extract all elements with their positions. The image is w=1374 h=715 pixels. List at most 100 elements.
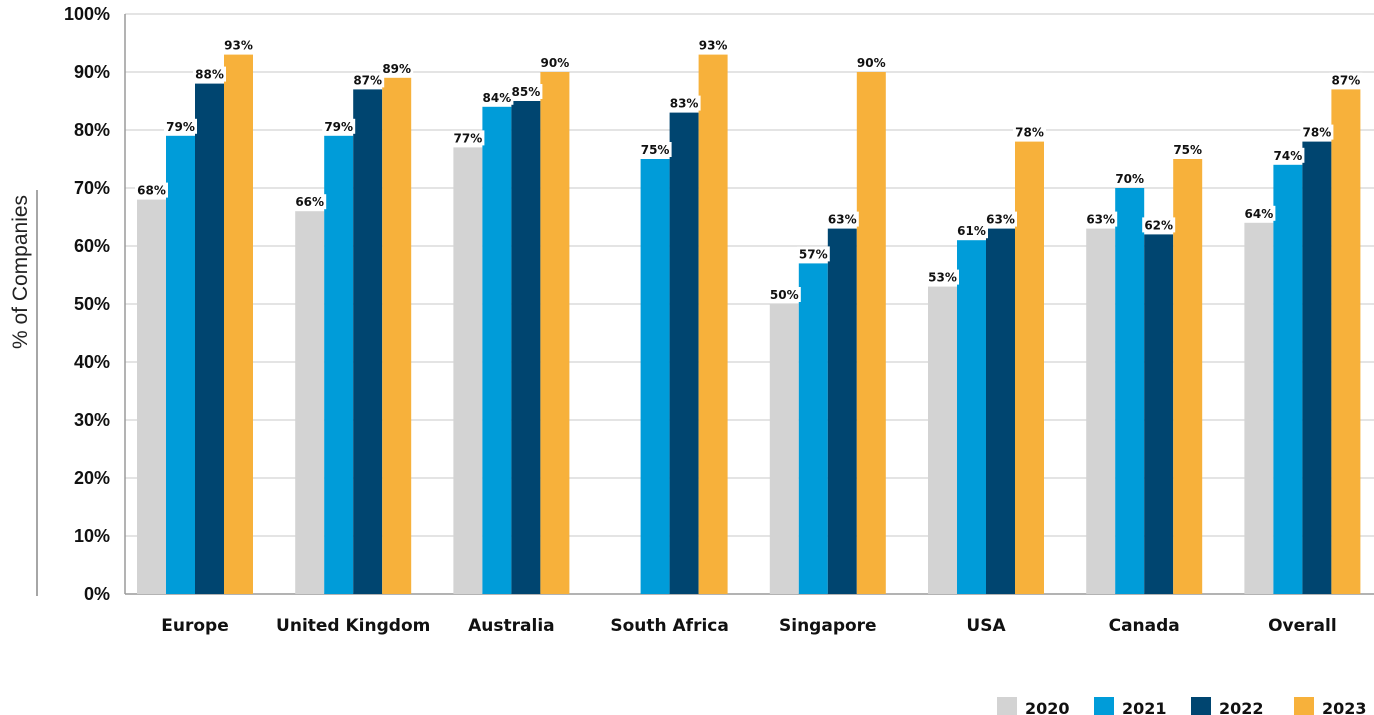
bar [137,199,166,594]
bar [195,83,224,594]
data-label-background [480,89,514,105]
data-label: 89% [382,62,411,76]
data-label-background [767,287,801,302]
data-label-background [955,223,988,239]
bar [640,159,670,594]
data-label-background [1113,171,1147,186]
data-label: 53% [928,271,957,285]
x-axis-ticks: Europe United Kingdom Australia South Afric… [161,616,1336,636]
data-label-background [984,211,1017,227]
data-label-background [1013,124,1046,140]
data-label: 93% [699,39,728,53]
bar [769,304,799,594]
x-tick-label: USA [966,616,1006,636]
bars [137,54,1361,595]
y-tick-label: 30% [74,410,110,430]
bar [1086,228,1116,594]
data-label: 68% [137,184,166,198]
bar [798,263,828,594]
bar [540,72,570,594]
data-label-background [667,95,701,111]
data-label-background [1084,211,1118,227]
data-label-background [1142,217,1176,233]
data-label: 90% [857,56,886,70]
y-tick-label: 100% [64,4,110,24]
data-label-background [193,66,226,82]
bar [353,89,383,595]
bar [669,112,699,594]
data-label-background [451,130,485,146]
data-label: 75% [641,143,670,157]
data-label-background [538,55,572,70]
data-label-background [164,118,197,134]
y-tick-label: 90% [74,62,110,82]
x-tick-label: Singapore [779,616,877,636]
data-label: 62% [1144,218,1173,232]
data-label: 90% [541,56,570,70]
legend: 2020 2021 2022 2023 [997,697,1367,715]
data-label-background [380,60,414,76]
bar [166,135,195,595]
legend-swatch [997,697,1017,715]
data-label: 78% [1303,126,1332,140]
data-label: 85% [512,85,541,99]
x-tick-label: Overall [1268,616,1337,636]
data-label-background [293,194,327,210]
y-tick-label: 20% [74,468,110,488]
data-label-background [222,37,255,53]
legend-label: 2020 [1025,699,1070,715]
data-label-background [825,211,859,227]
bar [453,147,483,594]
data-label: 79% [166,120,195,134]
data-label: 74% [1274,149,1303,163]
data-label: 57% [799,247,828,261]
data-label-background [135,182,168,198]
data-label: 83% [670,97,699,111]
data-label: 63% [828,213,857,227]
bar [1273,164,1303,595]
data-label: 64% [1245,207,1274,221]
data-label: 61% [957,224,986,238]
data-label: 78% [1015,126,1044,140]
y-tick-label: 70% [74,178,110,198]
x-tick-label: United Kingdom [276,616,430,636]
legend-swatch [1191,697,1211,715]
bar [698,54,728,595]
bar [1115,188,1145,594]
bar [856,72,886,594]
data-label-background [926,269,959,285]
bar [1144,234,1174,594]
bar [1244,222,1274,595]
bar [1331,89,1361,595]
data-label: 93% [224,39,253,53]
data-label: 66% [295,195,324,209]
data-label: 79% [324,120,353,134]
data-label: 87% [353,73,382,87]
data-label-background [322,118,356,134]
data-label: 88% [195,68,224,82]
data-label-background [696,37,730,53]
y-tick-label: 80% [74,120,110,140]
bar [324,135,354,595]
bar [1173,159,1203,594]
y-tick-label: 50% [74,294,110,314]
y-tick-label: 40% [74,352,110,372]
y-axis-label: % of Companies [9,195,32,349]
legend-label: 2022 [1219,699,1264,715]
bar [482,106,512,595]
data-label: 70% [1115,172,1144,186]
bar [1302,141,1332,594]
data-label: 77% [454,131,483,145]
data-label: 63% [986,213,1015,227]
x-tick-label: Canada [1109,616,1180,636]
legend-swatch [1294,697,1314,715]
data-label-background [1300,124,1334,140]
x-tick-label: South Africa [610,616,729,636]
legend-label: 2023 [1322,699,1367,715]
bar [928,286,957,594]
y-tick-label: 0% [84,584,110,604]
data-label-background [638,142,672,157]
data-label-background [509,84,543,99]
data-label-background [1271,147,1305,163]
bar [511,101,541,594]
